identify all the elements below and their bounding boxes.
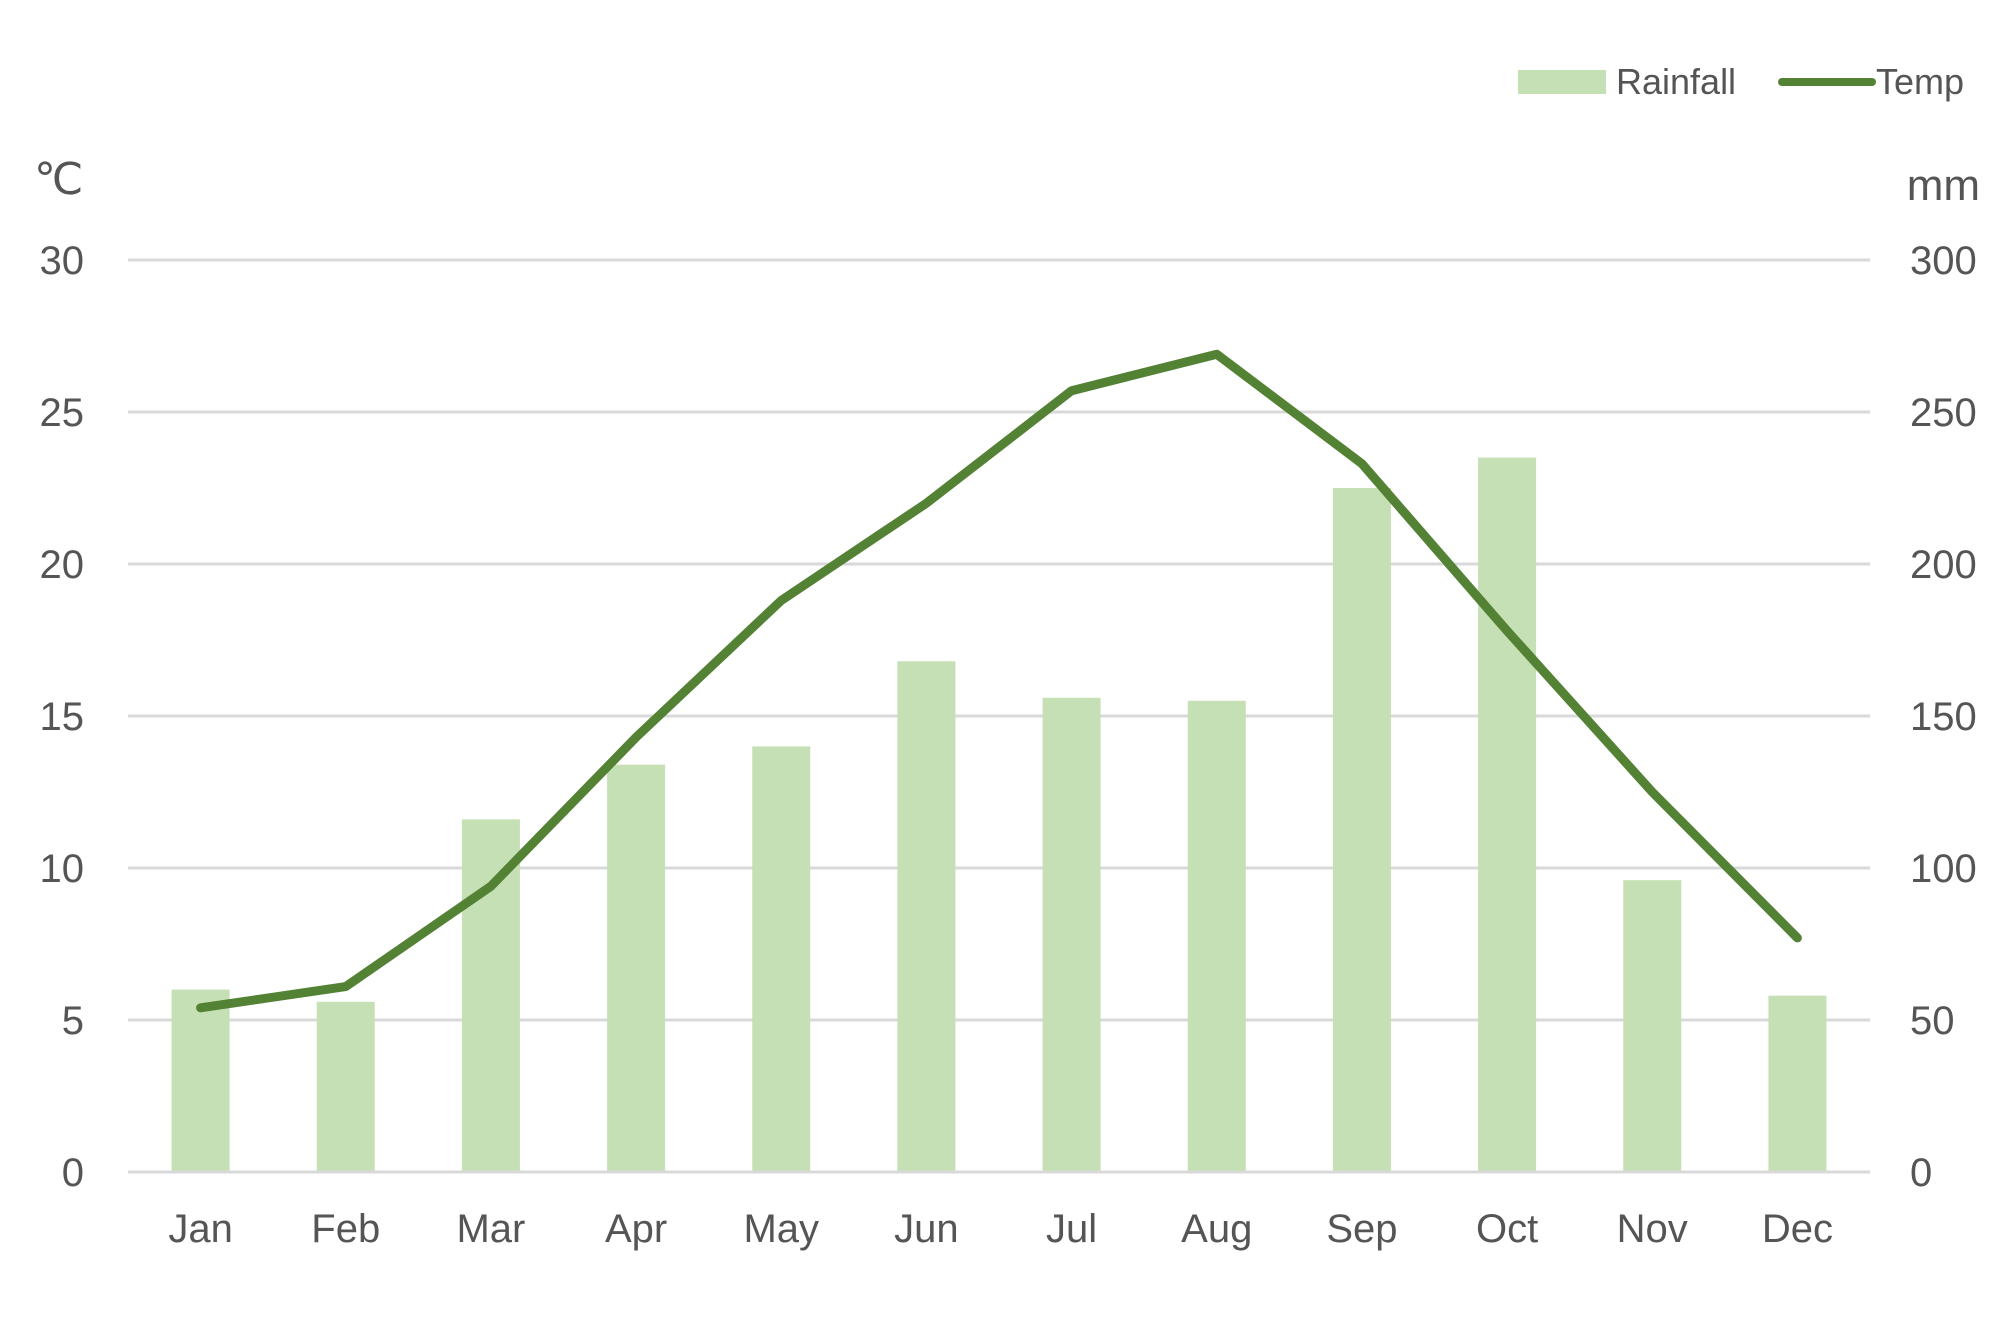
rainfall-bar	[1187, 700, 1246, 1172]
left-axis-tick-label: 30	[40, 239, 85, 283]
rainfall-bars	[171, 457, 1827, 1173]
temp-line	[196, 349, 1802, 1013]
x-axis-tick-label: Nov	[1617, 1207, 1688, 1251]
rainfall-bar	[461, 819, 520, 1172]
x-axis-tick-label: Jul	[1046, 1207, 1097, 1251]
x-axis-tick-label: Sep	[1326, 1207, 1397, 1251]
right-axis-tick-label: 200	[1910, 543, 1977, 587]
right-axis-unit: mm	[1907, 161, 1980, 210]
right-axis-tick-label: 300	[1910, 239, 1977, 283]
rainfall-bar	[1768, 995, 1827, 1172]
rainfall-bar	[607, 764, 666, 1172]
legend-label-temp: Temp	[1876, 61, 1964, 102]
left-axis-tick-label: 15	[40, 695, 85, 739]
rainfall-bar	[316, 1001, 375, 1172]
x-axis-tick-label: Jun	[894, 1207, 959, 1251]
legend-label-rainfall: Rainfall	[1616, 61, 1736, 102]
legend: Rainfall Temp	[1518, 61, 1964, 102]
right-axis-tick-label: 250	[1910, 391, 1977, 435]
x-axis-tick-label: Jan	[168, 1207, 233, 1251]
left-axis-tick-label: 0	[62, 1151, 84, 1195]
temp-line-layer	[128, 349, 1870, 1174]
x-axis-tick-label: Aug	[1181, 1207, 1252, 1251]
rainfall-bar	[1332, 488, 1391, 1172]
right-axis-tick-label: 150	[1910, 695, 1977, 739]
x-axis-tick-label: Mar	[456, 1207, 525, 1251]
x-axis-tick-label: Apr	[605, 1207, 667, 1251]
x-axis-tick-label: May	[743, 1207, 819, 1251]
rainfall-bar	[171, 989, 230, 1172]
x-axis-tick-label: Oct	[1476, 1207, 1538, 1251]
left-axis-unit: ℃	[34, 155, 83, 204]
x-axis-tick-label: Dec	[1762, 1207, 1833, 1251]
rainfall-bar	[897, 661, 956, 1172]
rainfall-bar	[1623, 880, 1682, 1172]
left-axis-tick-label: 20	[40, 543, 85, 587]
right-axis-tick-label: 100	[1910, 847, 1977, 891]
rainfall-bar	[1042, 697, 1101, 1172]
x-axis-tick-label: Feb	[311, 1207, 380, 1251]
left-axis-tick-label: 10	[40, 847, 85, 891]
left-axis-tick-label: 5	[62, 999, 84, 1043]
legend-swatch-rainfall	[1518, 70, 1606, 94]
rainfall-bar	[752, 746, 811, 1172]
left-axis-tick-label: 25	[40, 391, 85, 435]
right-axis-tick-label: 50	[1910, 999, 1955, 1043]
rainfall-bar	[1478, 457, 1537, 1173]
right-axis-tick-label: 0	[1910, 1151, 1932, 1195]
gridlines	[128, 258, 1870, 1174]
